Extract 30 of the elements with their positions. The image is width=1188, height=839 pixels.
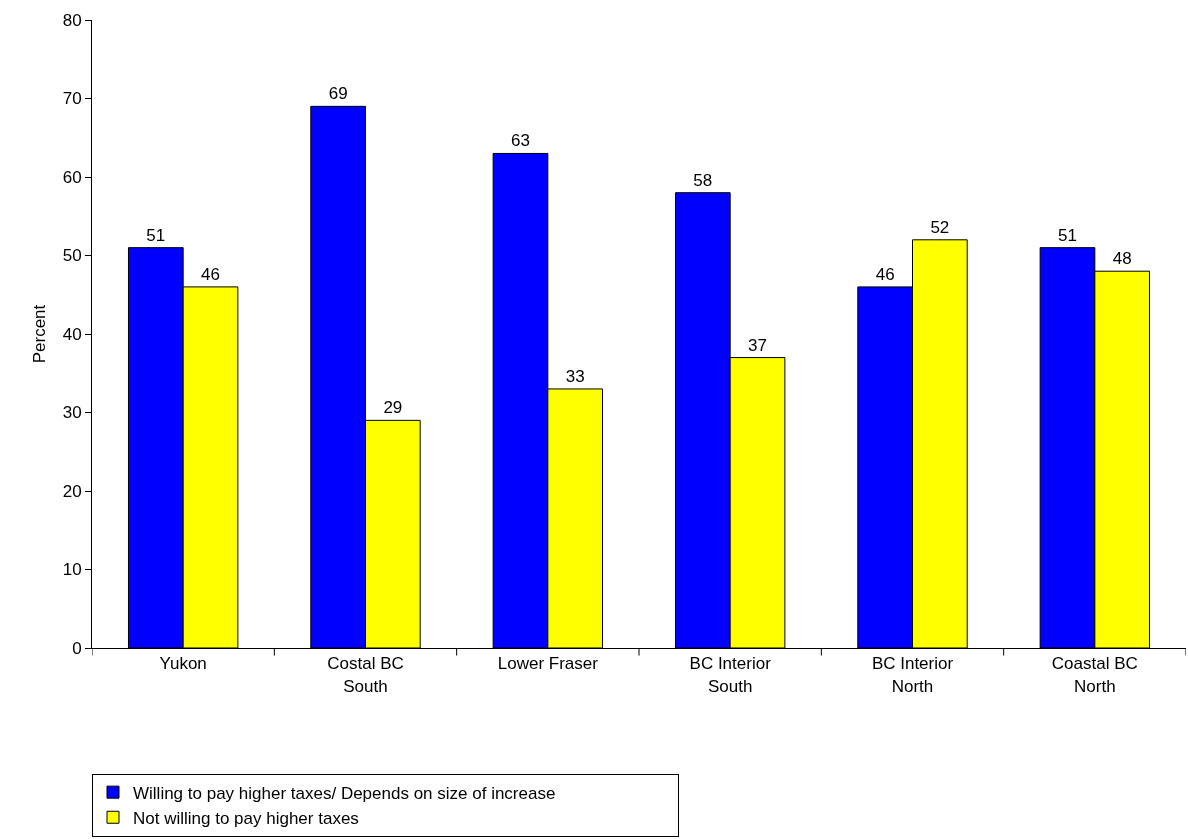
legend-label: Not willing to pay higher taxes	[133, 808, 359, 828]
x-tick-label: BC Interior South	[689, 654, 772, 696]
data-label: 63	[511, 131, 530, 151]
y-tick-label: 60	[62, 167, 82, 187]
x-tick-label: Yukon	[159, 654, 207, 674]
y-tick-label: 20	[62, 481, 82, 501]
x-tick-label: BC Interior North	[871, 654, 954, 696]
y-tick-label: 80	[62, 10, 82, 30]
data-label: 51	[146, 225, 166, 245]
y-tick-label: 0	[72, 638, 82, 658]
x-tick-label: Lower Fraser	[497, 654, 599, 674]
data-label: 48	[1112, 249, 1132, 269]
y-tick-label: 40	[62, 324, 82, 344]
x-tick-label: Costal BC South	[327, 654, 404, 696]
y-tick-label: 10	[62, 560, 82, 580]
y-tick-label: 30	[62, 403, 82, 423]
y-tick-label: 50	[62, 246, 82, 266]
data-label: 69	[328, 84, 348, 104]
data-label: 51	[1058, 225, 1077, 245]
legend-label: Willing to pay higher taxes/ Depends on size of increase	[133, 783, 556, 803]
data-label: 52	[930, 217, 950, 237]
y-tick-label: 70	[62, 89, 82, 109]
data-label: 58	[693, 170, 713, 190]
x-tick-label: Coastal BC North	[1051, 654, 1138, 696]
data-label: 46	[875, 264, 895, 284]
data-label: 29	[383, 398, 403, 418]
y-axis-title: Percent	[30, 304, 50, 364]
data-label: 46	[201, 264, 220, 284]
data-label: 33	[565, 366, 585, 386]
data-label: 37	[748, 335, 767, 355]
